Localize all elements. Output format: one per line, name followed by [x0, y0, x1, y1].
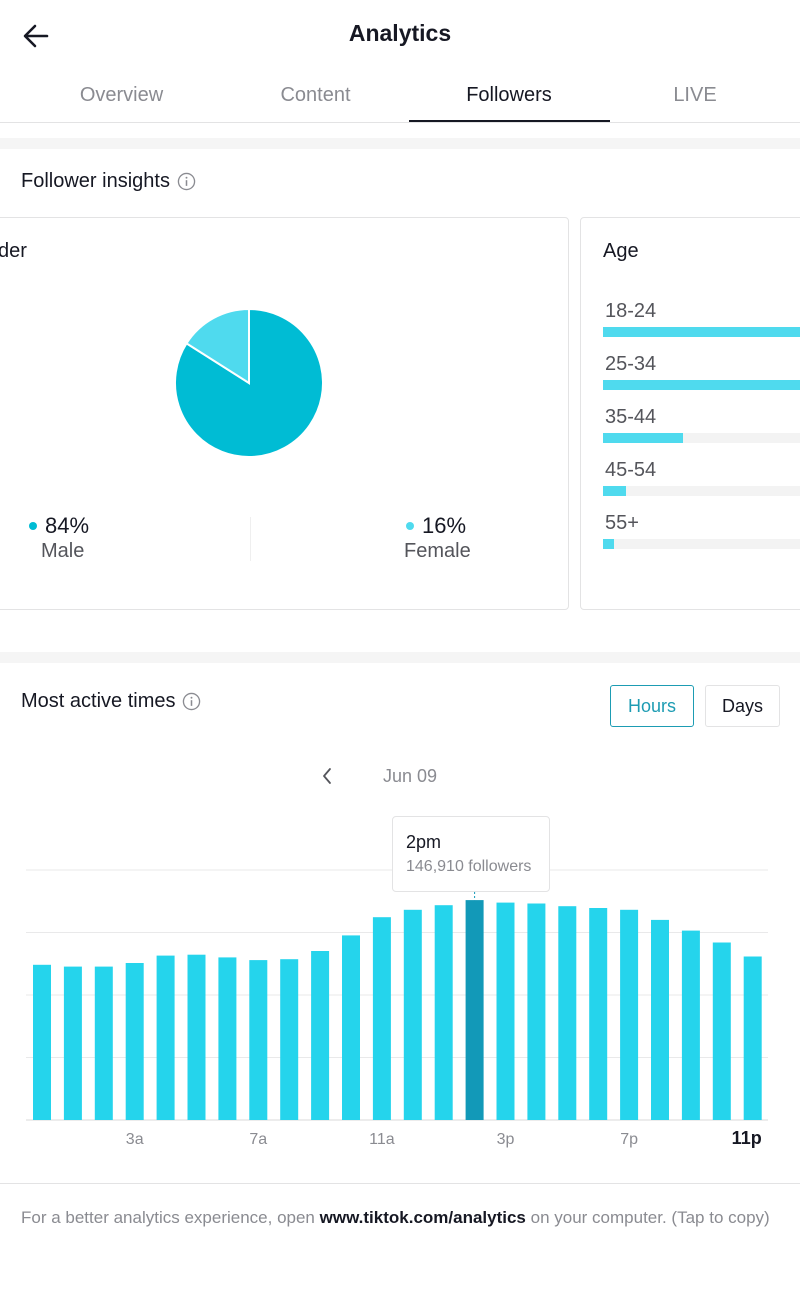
bar[interactable] [651, 919, 669, 1120]
age-group-label: 25-34 [605, 353, 657, 375]
bar[interactable] [496, 902, 515, 1120]
tab-overview[interactable]: Overview [79, 84, 164, 106]
tab-bar: Overview Content Followers LIVE [0, 70, 800, 123]
bar[interactable] [620, 909, 639, 1120]
follower-insights-title: Follower insights [21, 170, 170, 192]
age-group-label: 45-54 [605, 459, 657, 481]
section-divider [0, 138, 800, 149]
bar[interactable] [63, 966, 82, 1120]
arrow-left-icon [23, 24, 49, 48]
bar[interactable] [280, 959, 299, 1120]
age-bar-fill [603, 486, 626, 496]
bar[interactable] [403, 909, 422, 1120]
bar[interactable] [527, 903, 546, 1121]
active-times-title: Most active times [21, 690, 176, 712]
female-label: Female [404, 540, 471, 562]
gender-pie-chart [174, 307, 324, 458]
female-percent: 16% [422, 513, 467, 538]
pie-slice-female [185, 307, 250, 385]
tab-live[interactable]: LIVE [673, 84, 717, 106]
bar[interactable] [156, 955, 175, 1120]
bar[interactable] [218, 957, 237, 1120]
analytics-link[interactable]: www.tiktok.com/analytics [319, 1208, 526, 1227]
age-bar-fill [603, 380, 800, 390]
age-bar-track [603, 433, 800, 443]
age-bar-track [603, 539, 800, 549]
male-percent: 84% [45, 513, 90, 538]
x-tick-label: 3p [497, 1131, 515, 1148]
tooltip-hour: 2pm [406, 832, 442, 852]
bar[interactable] [311, 951, 330, 1120]
chart-tooltip: 2pm 146,910 followers [392, 816, 550, 892]
male-label: Male [41, 540, 85, 562]
days-toggle-button[interactable]: Days [705, 685, 780, 727]
legend-separator [250, 517, 251, 561]
age-group-label: 55+ [605, 512, 639, 534]
date-label: Jun 09 [382, 766, 438, 786]
age-card-title: Age [603, 240, 639, 262]
page-title: Analytics [348, 20, 452, 46]
bar[interactable] [125, 963, 144, 1120]
bar[interactable] [589, 908, 608, 1120]
age-group-label: 35-44 [605, 406, 657, 428]
age-bar-track [603, 380, 800, 390]
bar[interactable] [94, 966, 113, 1120]
active-times-heading: Most active times [21, 690, 201, 713]
bar[interactable] [249, 960, 268, 1120]
male-legend: 84% [29, 513, 89, 539]
bar[interactable] [434, 905, 453, 1120]
bar[interactable] [743, 956, 762, 1121]
bar[interactable] [558, 906, 577, 1120]
tooltip-value: 146,910 followers [406, 858, 532, 875]
bar[interactable] [187, 954, 206, 1120]
age-group-label: 18-24 [605, 300, 657, 322]
tab-followers[interactable]: Followers [466, 84, 552, 106]
chevron-left-icon [323, 768, 331, 784]
back-button[interactable] [18, 18, 54, 54]
bar[interactable] [33, 964, 51, 1120]
bar[interactable] [681, 930, 700, 1120]
age-bar-track [603, 327, 800, 337]
x-tick-label: 11a [369, 1131, 395, 1148]
top-bar: Analytics [0, 0, 800, 70]
female-dot [406, 522, 414, 530]
bar[interactable] [372, 917, 391, 1120]
x-tick-label: 11p [732, 1128, 762, 1148]
x-tick-label: 7p [620, 1131, 638, 1148]
age-bar-fill [603, 433, 683, 443]
age-bar-fill [603, 539, 614, 549]
gender-card-title: der [0, 240, 27, 262]
age-bar-fill [603, 327, 800, 337]
info-icon[interactable] [177, 172, 196, 191]
x-tick-label: 3a [126, 1131, 144, 1148]
x-tick-label: 7a [249, 1131, 267, 1148]
footer-text-after: on your computer. (Tap to copy) [525, 1208, 770, 1227]
female-legend: 16% [406, 513, 466, 539]
age-bar-track [603, 486, 800, 496]
footer-note[interactable]: For a better analytics experience, open … [21, 1206, 781, 1229]
section-divider [0, 652, 800, 663]
footer-divider [0, 1183, 800, 1184]
info-icon[interactable] [182, 692, 201, 711]
bar[interactable] [342, 935, 360, 1120]
active-tab-indicator [409, 120, 610, 122]
active-times-bar-chart: 3a 7a 11a 3p 7p 11p [26, 869, 768, 1148]
tab-content[interactable]: Content [280, 84, 351, 106]
previous-date-button[interactable] [318, 764, 336, 788]
male-dot [29, 522, 37, 530]
hours-toggle-button[interactable]: Hours [610, 685, 694, 727]
bar-highlighted[interactable] [465, 900, 484, 1120]
follower-insights-heading: Follower insights [21, 170, 196, 193]
footer-text-before: For a better analytics experience, open [21, 1208, 320, 1227]
bar[interactable] [712, 942, 731, 1121]
